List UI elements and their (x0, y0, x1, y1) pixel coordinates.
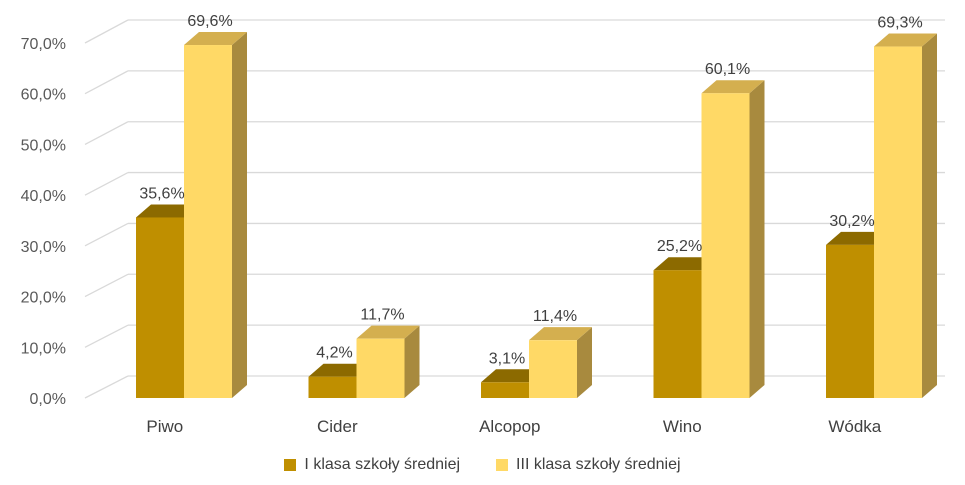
bar-side (922, 33, 937, 399)
category-label: Wódka (828, 417, 881, 436)
bar-top (529, 327, 592, 341)
legend-swatch-series-2 (496, 459, 509, 471)
gridline-depth (84, 222, 129, 247)
category-labels: Piwo Cider Alcopop Wino Wódka (146, 417, 881, 436)
gridline (84, 324, 945, 348)
category-label: Alcopop (479, 417, 540, 436)
bar-front (481, 382, 529, 398)
y-tick-label: 50,0% (21, 137, 66, 154)
gridline-depth (84, 273, 129, 298)
bar-side (232, 32, 247, 399)
y-tick-label: 0,0% (30, 391, 66, 408)
bar-front (874, 46, 922, 399)
gridline (84, 273, 945, 298)
gridline (84, 222, 945, 247)
gridline (84, 171, 945, 196)
legend: I klasa szkoły średniej III klasa szkoły… (0, 456, 965, 474)
bar-top (136, 204, 199, 218)
y-axis-ticks: 0,0% 10,0% 20,0% 30,0% 40,0% 50,0% 60,0% 70,0% (21, 36, 66, 408)
gridline-depth (84, 19, 129, 44)
gridline-depth (84, 324, 129, 348)
legend-label-series-1: I klasa szkoły średniej (304, 456, 461, 473)
data-label: 69,6% (187, 13, 232, 30)
data-label: 60,1% (705, 61, 750, 78)
data-label: 3,1% (489, 350, 525, 367)
category-label: Wino (663, 417, 702, 436)
legend-swatch-series-1 (284, 459, 297, 471)
data-label: 11,4% (533, 308, 577, 325)
y-tick-label: 70,0% (21, 36, 66, 53)
data-label: 25,2% (657, 238, 702, 255)
y-tick-label: 40,0% (21, 188, 66, 205)
bar-front (136, 217, 184, 398)
bar (184, 32, 247, 399)
data-label: 4,2% (316, 345, 352, 362)
legend-label-series-2: III klasa szkoły średniej (516, 456, 681, 473)
bar-top (701, 80, 765, 94)
gridline (84, 121, 945, 146)
bar-top (481, 369, 544, 383)
bar-top (356, 325, 420, 339)
gridline-depth (84, 171, 129, 196)
bar-front (184, 45, 232, 399)
bar (874, 33, 937, 399)
gridline-depth (84, 375, 129, 399)
gridline (84, 19, 945, 44)
bar-side (404, 325, 420, 398)
bar (356, 325, 420, 398)
bar (529, 327, 592, 398)
bar (701, 80, 765, 398)
category-label: Cider (317, 417, 358, 436)
bar-front (356, 338, 405, 398)
y-tick-label: 10,0% (21, 340, 66, 357)
bar-top (184, 32, 247, 46)
bars (136, 32, 937, 399)
bar-front (308, 376, 357, 398)
bar-front (701, 93, 750, 398)
bar-side (577, 327, 592, 398)
legend-item-series-2: III klasa szkoły średniej (496, 456, 681, 474)
y-tick-label: 60,0% (21, 87, 66, 104)
y-tick-label: 30,0% (21, 239, 66, 256)
gridline-depth (84, 121, 129, 146)
data-label: 35,6% (139, 185, 184, 202)
bar-top (653, 257, 717, 271)
data-labels: 35,6% 69,6% 4,2% 11,7% 3,1% 11,4% 25,2% 60,1% 30… (139, 13, 922, 367)
legend-item-series-1: I klasa szkoły średniej (284, 456, 460, 474)
data-label: 69,3% (877, 15, 922, 32)
gridline (84, 70, 945, 95)
gridline-depth (84, 70, 129, 95)
bar-top (826, 231, 889, 245)
data-label: 11,7% (360, 307, 404, 324)
data-label: 30,2% (829, 213, 874, 230)
bar-side (749, 80, 765, 398)
bar-top (308, 363, 372, 377)
bar-front (529, 340, 577, 398)
bar-front (826, 244, 874, 398)
y-tick-label: 20,0% (21, 290, 66, 307)
category-label: Piwo (146, 417, 183, 436)
bar-top (874, 33, 937, 47)
gridlines (84, 19, 945, 399)
bar-front (653, 270, 702, 398)
